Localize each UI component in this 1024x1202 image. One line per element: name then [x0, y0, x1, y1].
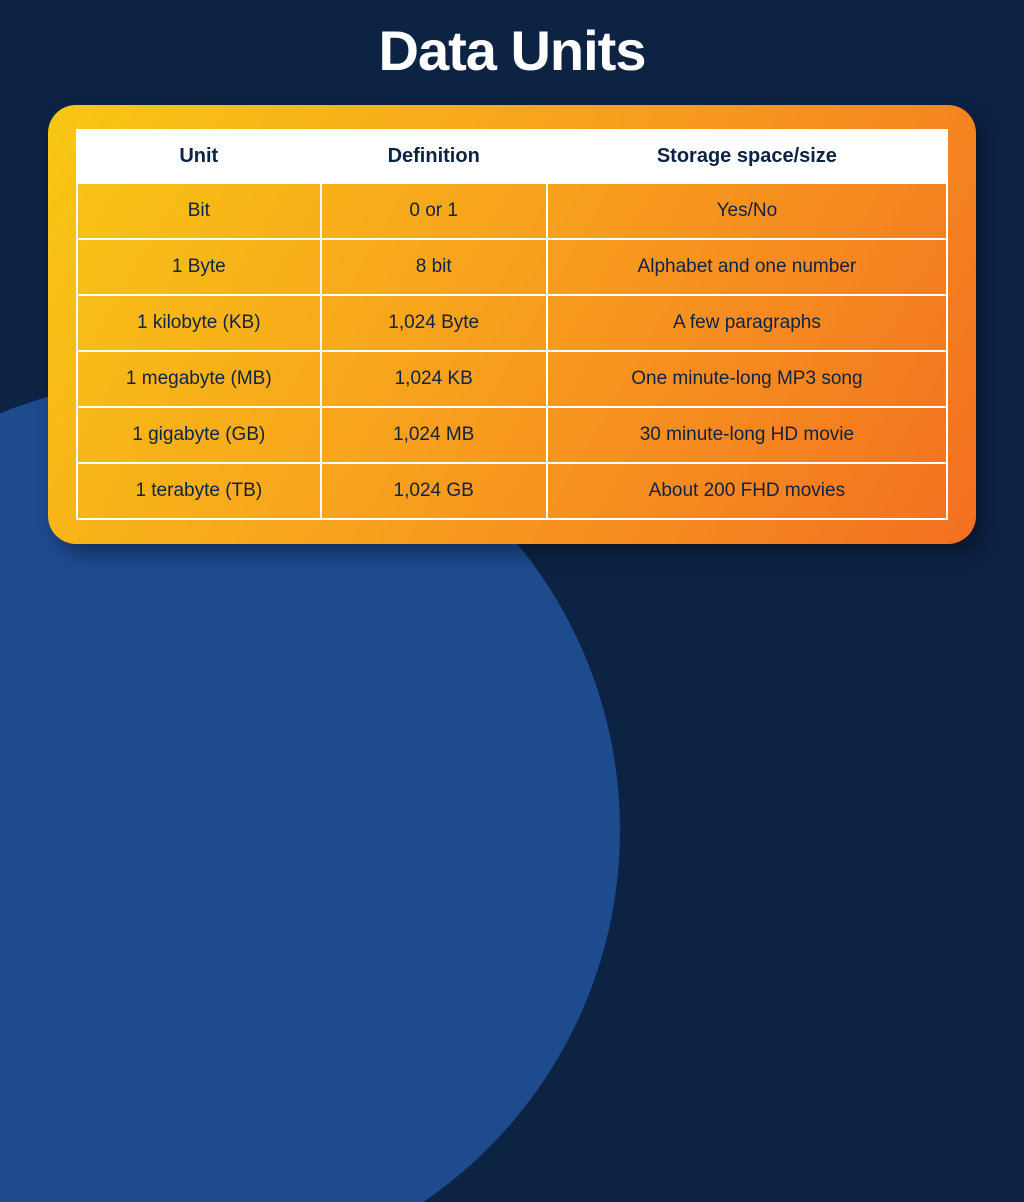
table-header-row: Unit Definition Storage space/size — [77, 130, 947, 183]
cell-unit: 1 terabyte (TB) — [77, 463, 321, 519]
table-row: 1 gigabyte (GB) 1,024 MB 30 minute-long … — [77, 407, 947, 463]
cell-storage: About 200 FHD movies — [547, 463, 947, 519]
cell-storage: Alphabet and one number — [547, 239, 947, 295]
cell-unit: 1 Byte — [77, 239, 321, 295]
cell-unit: 1 megabyte (MB) — [77, 351, 321, 407]
table-card: Unit Definition Storage space/size Bit 0… — [48, 105, 976, 544]
cell-storage: A few paragraphs — [547, 295, 947, 351]
cell-definition: 1,024 GB — [321, 463, 547, 519]
table-row: 1 Byte 8 bit Alphabet and one number — [77, 239, 947, 295]
cell-definition: 1,024 Byte — [321, 295, 547, 351]
table-row: Bit 0 or 1 Yes/No — [77, 183, 947, 239]
cell-storage: One minute-long MP3 song — [547, 351, 947, 407]
cell-storage: 30 minute-long HD movie — [547, 407, 947, 463]
cell-definition: 1,024 KB — [321, 351, 547, 407]
cell-definition: 1,024 MB — [321, 407, 547, 463]
column-header-definition: Definition — [321, 130, 547, 183]
cell-unit: 1 kilobyte (KB) — [77, 295, 321, 351]
page-title: Data Units — [379, 18, 646, 83]
cell-definition: 0 or 1 — [321, 183, 547, 239]
cell-unit: Bit — [77, 183, 321, 239]
content-wrapper: Data Units Unit Definition Storage space… — [0, 0, 1024, 544]
table-row: 1 megabyte (MB) 1,024 KB One minute-long… — [77, 351, 947, 407]
data-units-table: Unit Definition Storage space/size Bit 0… — [76, 129, 948, 520]
cell-definition: 8 bit — [321, 239, 547, 295]
cell-storage: Yes/No — [547, 183, 947, 239]
column-header-unit: Unit — [77, 130, 321, 183]
column-header-storage: Storage space/size — [547, 130, 947, 183]
cell-unit: 1 gigabyte (GB) — [77, 407, 321, 463]
table-row: 1 kilobyte (KB) 1,024 Byte A few paragra… — [77, 295, 947, 351]
table-row: 1 terabyte (TB) 1,024 GB About 200 FHD m… — [77, 463, 947, 519]
